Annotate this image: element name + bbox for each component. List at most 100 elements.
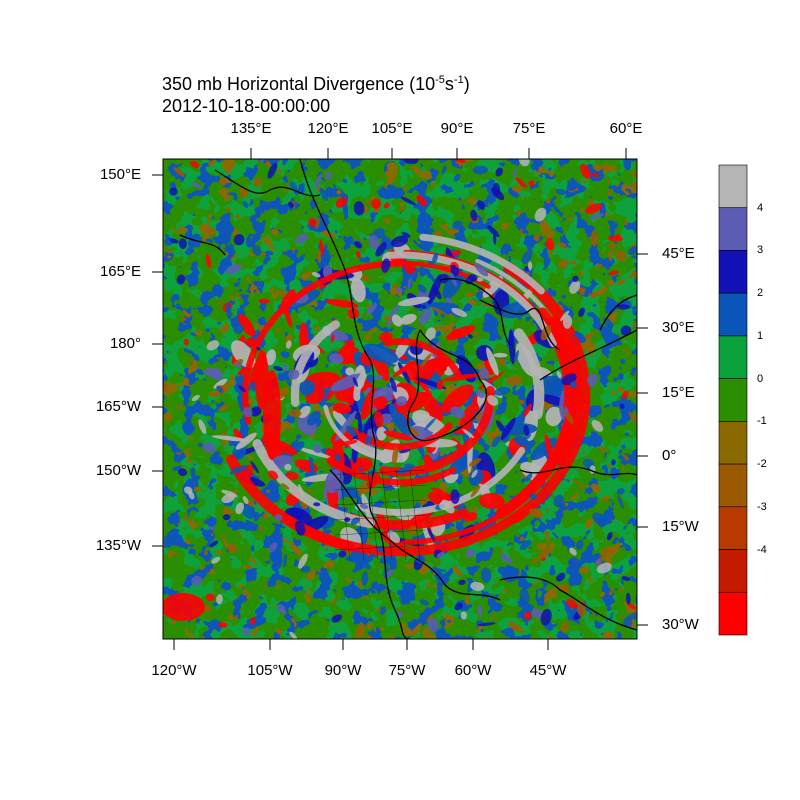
colorbar-swatch bbox=[718, 463, 748, 508]
field-cell bbox=[608, 270, 619, 276]
field-cell bbox=[242, 200, 249, 208]
field-cell bbox=[235, 502, 244, 515]
storm-cell bbox=[391, 314, 403, 327]
field-cell bbox=[595, 559, 601, 565]
field-cell bbox=[319, 187, 329, 202]
field-cell bbox=[207, 227, 216, 237]
field-cell bbox=[553, 494, 564, 508]
storm-band bbox=[242, 260, 412, 425]
colorbar-swatch bbox=[718, 164, 748, 209]
field-cell bbox=[294, 520, 306, 536]
storm-band bbox=[419, 233, 545, 295]
field-cell bbox=[288, 409, 302, 417]
field-cell bbox=[521, 249, 533, 264]
bottom-tick-label: 90°W bbox=[324, 662, 362, 679]
field-cell bbox=[300, 565, 311, 573]
field-cell bbox=[476, 390, 486, 399]
left-tick-label: 165°E bbox=[99, 263, 141, 280]
field-cell bbox=[227, 192, 238, 196]
field-cell bbox=[476, 277, 484, 282]
field-cell bbox=[427, 527, 435, 542]
top-tick-label: 75°E bbox=[512, 120, 546, 137]
field-cell bbox=[364, 563, 371, 570]
field-cell bbox=[527, 261, 533, 271]
field-cell bbox=[477, 604, 483, 617]
field-cell bbox=[208, 526, 216, 531]
field-cell bbox=[428, 337, 440, 346]
field-cell bbox=[556, 371, 562, 379]
colorbar-label: -3 bbox=[757, 500, 767, 513]
left-tick-label: 150°W bbox=[95, 462, 141, 479]
grid-line bbox=[334, 514, 426, 521]
colorbar-label: -2 bbox=[757, 458, 767, 471]
field-cell bbox=[227, 543, 238, 554]
field-cell bbox=[625, 592, 631, 605]
field-cell bbox=[404, 263, 416, 274]
storm-cell bbox=[459, 404, 475, 435]
field-cell bbox=[431, 487, 444, 494]
colorbar-swatch bbox=[718, 506, 748, 550]
field-cell bbox=[441, 165, 447, 174]
storm-cell bbox=[332, 402, 352, 414]
field-cell bbox=[274, 514, 283, 522]
field-cell bbox=[615, 250, 627, 262]
field-cell bbox=[190, 160, 200, 168]
storm-cell bbox=[442, 269, 464, 300]
field-cell bbox=[453, 173, 461, 182]
field-cell bbox=[202, 442, 216, 453]
field-cell bbox=[495, 420, 505, 432]
storm-cell bbox=[392, 361, 415, 378]
storm-cell bbox=[325, 299, 359, 308]
field-cell bbox=[487, 225, 500, 238]
storm-cell bbox=[398, 296, 430, 307]
field-cell bbox=[237, 384, 247, 393]
field-cell bbox=[518, 159, 530, 167]
title-exponent-2: -1 bbox=[453, 74, 464, 86]
coastline-segment bbox=[519, 466, 637, 476]
bottom-tick-label: 45°W bbox=[529, 662, 567, 679]
field-cell bbox=[298, 553, 308, 569]
top-tick-label: 90°E bbox=[440, 120, 474, 137]
storm-cell bbox=[235, 432, 257, 450]
field-cell bbox=[319, 239, 324, 256]
field-cell bbox=[450, 272, 457, 287]
field-cell bbox=[563, 409, 574, 424]
right-tick-label: 30°E bbox=[662, 319, 695, 336]
field-cell bbox=[631, 181, 637, 188]
storm-cell bbox=[412, 410, 430, 421]
storm-cell bbox=[232, 445, 246, 460]
field-cell bbox=[294, 234, 309, 244]
storm-band bbox=[358, 422, 453, 451]
field-cell bbox=[400, 196, 416, 206]
storm-cell bbox=[211, 435, 249, 442]
field-cell bbox=[283, 553, 288, 568]
field-cell bbox=[534, 207, 547, 222]
left-tick-label: 165°W bbox=[95, 398, 141, 415]
field-cell bbox=[252, 244, 262, 256]
field-cell bbox=[492, 183, 501, 196]
field-cell bbox=[417, 284, 427, 294]
field-cell bbox=[364, 381, 374, 388]
field-cell bbox=[432, 252, 439, 264]
grid-line bbox=[381, 469, 393, 561]
storm-cell bbox=[383, 430, 414, 441]
field-cell bbox=[460, 611, 468, 620]
field-cell bbox=[450, 489, 460, 504]
colorbar-swatch bbox=[718, 292, 748, 337]
field-cell bbox=[288, 201, 295, 208]
colorbar-label: -4 bbox=[757, 543, 767, 556]
chart-title: 350 mb Horizontal Divergence (10-5s-1) bbox=[162, 74, 470, 94]
storm-cell bbox=[397, 362, 411, 384]
field-cell bbox=[587, 373, 598, 387]
field-cell bbox=[529, 508, 544, 519]
coastline-segment bbox=[599, 294, 637, 331]
field-cell bbox=[407, 277, 412, 290]
field-cell bbox=[374, 410, 384, 428]
field-cell bbox=[285, 340, 292, 349]
field-cell bbox=[557, 435, 566, 444]
field-cell bbox=[589, 213, 605, 221]
field-cell bbox=[470, 581, 485, 591]
field-cell bbox=[206, 340, 220, 351]
field-cell bbox=[314, 173, 322, 189]
field-cell bbox=[232, 467, 243, 474]
